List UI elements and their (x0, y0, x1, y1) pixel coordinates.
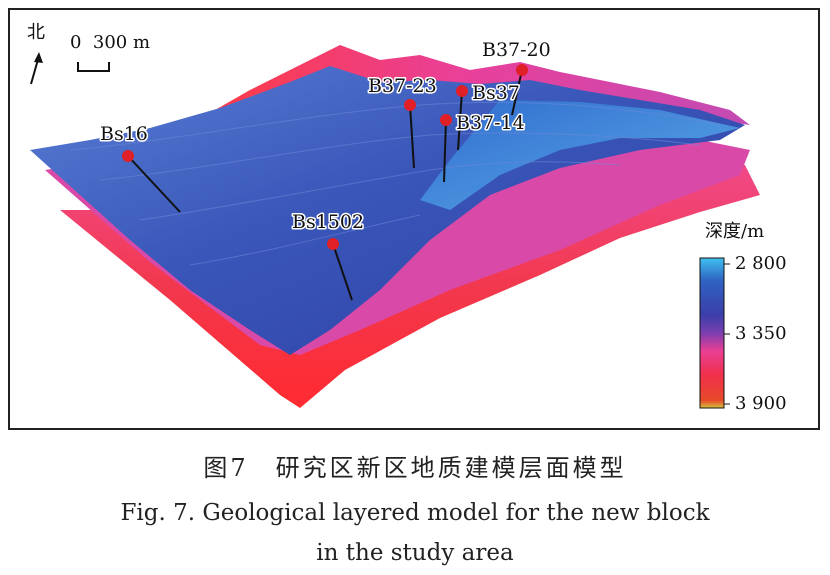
caption-english-line2: in the study area (316, 540, 514, 566)
well-label-b37-20: B37-20 (482, 39, 551, 61)
north-arrow-icon (30, 52, 43, 85)
legend-tick-bottom: 3 900 (735, 393, 787, 414)
legend-tick-mid: 3 350 (735, 323, 787, 344)
legend-ticks (724, 263, 730, 405)
well-label-bs16: Bs16 (100, 123, 148, 145)
well-label-bs1502: Bs1502 (292, 211, 364, 233)
well-label-b37-23: B37-23 (368, 75, 437, 97)
well-marker-bs37 (456, 85, 468, 97)
legend-title: 深度/m (705, 221, 765, 242)
depth-color-bar (699, 257, 725, 409)
scale-label: 0 300 m (70, 32, 151, 53)
well-marker-b37-23 (404, 99, 416, 111)
well-label-bs37: Bs37 (472, 82, 520, 104)
well-label-b37-14: B37-14 (456, 112, 525, 134)
caption-chinese: 图7 研究区新区地质建模层面模型 (203, 454, 627, 482)
caption-english-line1: Fig. 7. Geological layered model for the… (120, 500, 710, 526)
well-trajectories (127, 69, 523, 301)
well-marker-b37-20 (516, 64, 528, 76)
scale-bar (77, 62, 110, 72)
well-markers (122, 64, 528, 250)
well-marker-bs16 (122, 150, 134, 162)
well-marker-b37-14 (440, 114, 452, 126)
shallow-zone (420, 100, 740, 210)
north-label: 北 (27, 22, 45, 43)
legend-tick-top: 2 800 (735, 253, 787, 274)
contour-lines (69, 101, 721, 266)
well-marker-bs1502 (327, 238, 339, 250)
